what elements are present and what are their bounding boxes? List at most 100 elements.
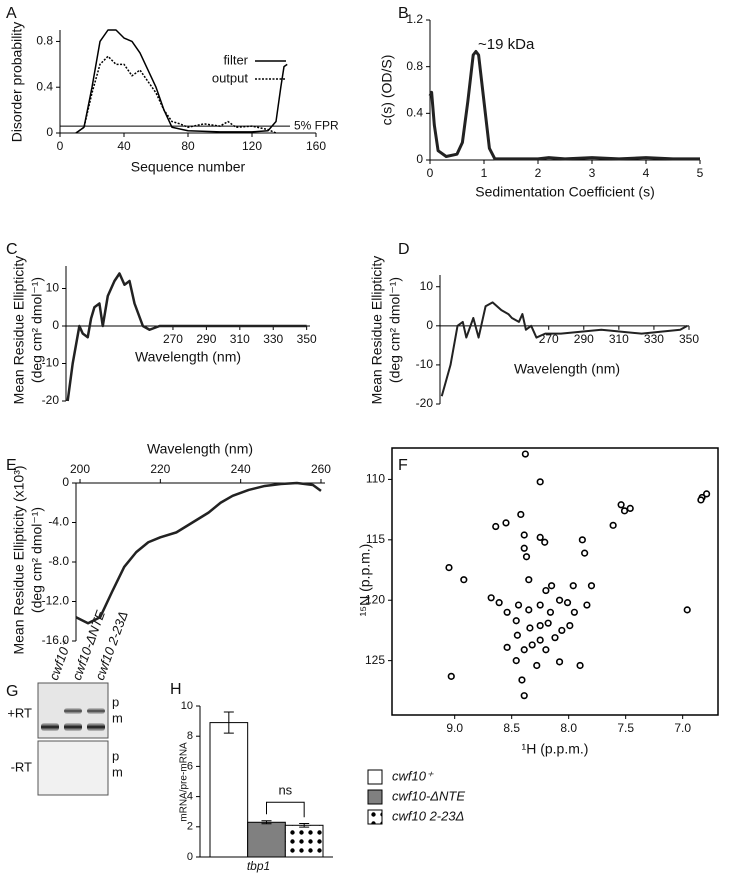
x-tick-label: 7.5: [617, 721, 634, 735]
peak: [517, 510, 525, 519]
x-tick-label: 8.5: [503, 721, 520, 735]
peak: [503, 643, 511, 651]
y-tick-label: 8: [187, 730, 193, 742]
y-axis-label: Mean Residue Ellipticity (x10³): [11, 465, 27, 654]
bar: [209, 722, 249, 858]
band-label: m: [112, 764, 123, 779]
y-axis-label: (deg cm² dmol⁻¹): [29, 507, 45, 613]
chart-panel: H 0 2 4 6 8 10 mRNA/pre-mRNA tbp1 ns cwf10⁺ cwf10-Δ…: [170, 681, 465, 873]
y-tick-label: 0: [426, 318, 433, 332]
peak: [512, 657, 520, 665]
y-tick-label: 0.8: [406, 59, 423, 73]
peak: [558, 626, 566, 635]
peak: [487, 594, 495, 602]
peak: [587, 582, 596, 590]
peak: [520, 646, 528, 654]
y-tick-label: 0.4: [36, 79, 53, 93]
y-tick-label: 0.4: [406, 106, 423, 120]
band-label: m: [112, 710, 123, 725]
bar: [247, 821, 286, 858]
peak: [581, 549, 589, 557]
legend-swatch: [367, 809, 383, 825]
annotation: ns: [278, 783, 292, 798]
chart-panel: C -20 -10 0 10 270 290 310 330 350 Wavelength (nm)…: [6, 241, 317, 407]
peak: [683, 606, 691, 614]
threshold-label: 5% FPR: [294, 118, 339, 132]
panel-label: E: [6, 457, 17, 474]
legend-swatch: [367, 789, 383, 805]
gel-band: [64, 708, 82, 714]
x-tick-label: 5: [697, 166, 704, 180]
x-tick-label: 310: [609, 332, 629, 346]
x-tick-label: 200: [70, 462, 90, 476]
peak: [620, 507, 629, 515]
gel-box: [37, 740, 109, 796]
peak: [520, 544, 528, 552]
x-tick-label: tbp1: [247, 859, 270, 873]
x-tick-label: 270: [163, 332, 183, 346]
peak: [512, 617, 520, 625]
x-axis-label: Wavelength (nm): [135, 349, 241, 365]
peak: [703, 490, 711, 498]
x-tick-label: 330: [263, 332, 283, 346]
y-tick-label: 2: [187, 821, 193, 833]
y-axis-label: Mean Residue Ellipticity: [369, 256, 385, 405]
peak: [518, 676, 526, 684]
x-tick-label: 350: [297, 332, 317, 346]
x-axis-label: Wavelength (nm): [514, 361, 620, 377]
y-tick-label: -10: [416, 357, 434, 371]
plot-frame: [391, 447, 719, 716]
x-tick-label: 260: [311, 462, 331, 476]
chart-panel: D -20 -10 0 10 270 290 310 330 350 Wavelength (nm)…: [369, 241, 700, 410]
y-tick-label: 1.2: [406, 12, 423, 26]
chart-panel: A 0 0.4 0.8 0 40 80 120 160 Sequence number Disord…: [6, 5, 339, 174]
peak: [520, 531, 528, 539]
peak: [520, 692, 528, 700]
peak: [447, 672, 455, 680]
panel-label: A: [6, 5, 17, 22]
peak: [502, 519, 510, 527]
peak: [536, 636, 544, 644]
peak: [536, 478, 544, 486]
chart-panel: F 110 115 120 125 9.0 8.5 8.0 7.5 7.0 ¹H (p.p.m.) ¹…: [357, 447, 719, 757]
y-tick-label: -20: [42, 393, 60, 407]
peak: [617, 501, 625, 509]
panel-label: F: [398, 457, 408, 474]
peak: [536, 621, 544, 630]
y-axis-label: (deg cm² dmol⁻¹): [29, 277, 45, 383]
y-tick-label: 125: [365, 653, 385, 667]
legend-label: filter: [223, 52, 248, 67]
significance-bracket: [266, 801, 305, 818]
y-axis-label: Mean Residue Ellipticity: [11, 256, 27, 405]
peak: [626, 504, 634, 513]
gel-band: [87, 708, 105, 714]
legend-label: cwf10-ΔNTE: [392, 788, 465, 803]
x-tick-label: 4: [643, 166, 650, 180]
x-tick-label: 220: [150, 462, 170, 476]
line-series: [66, 272, 307, 402]
peak: [583, 601, 591, 609]
x-tick-label: 290: [196, 332, 216, 346]
y-axis-label: Disorder probability: [9, 22, 25, 143]
error-bar: [299, 822, 310, 828]
peak: [697, 496, 705, 504]
peak: [551, 634, 559, 642]
y-tick-label: 6: [187, 760, 193, 772]
peak: [503, 608, 511, 616]
y-tick-label: -16.0: [42, 633, 70, 647]
gel-band: [41, 723, 59, 731]
line-series: [440, 301, 688, 397]
annotation: ~19 kDa: [478, 36, 535, 53]
x-tick-label: 7.0: [674, 721, 691, 735]
peak: [541, 538, 549, 546]
y-tick-label: 10: [420, 279, 434, 293]
peak: [609, 521, 617, 529]
row-label: -RT: [11, 759, 32, 774]
y-tick-label: 0: [62, 475, 69, 489]
row-label: +RT: [7, 705, 32, 720]
chart-panel: B 0 0.4 0.8 1.2 0 1 2 3 4 5 Sedimentation Coefficie…: [379, 5, 704, 199]
y-tick-label: 0: [46, 125, 53, 139]
peak: [555, 596, 564, 604]
band-label: p: [112, 748, 119, 763]
